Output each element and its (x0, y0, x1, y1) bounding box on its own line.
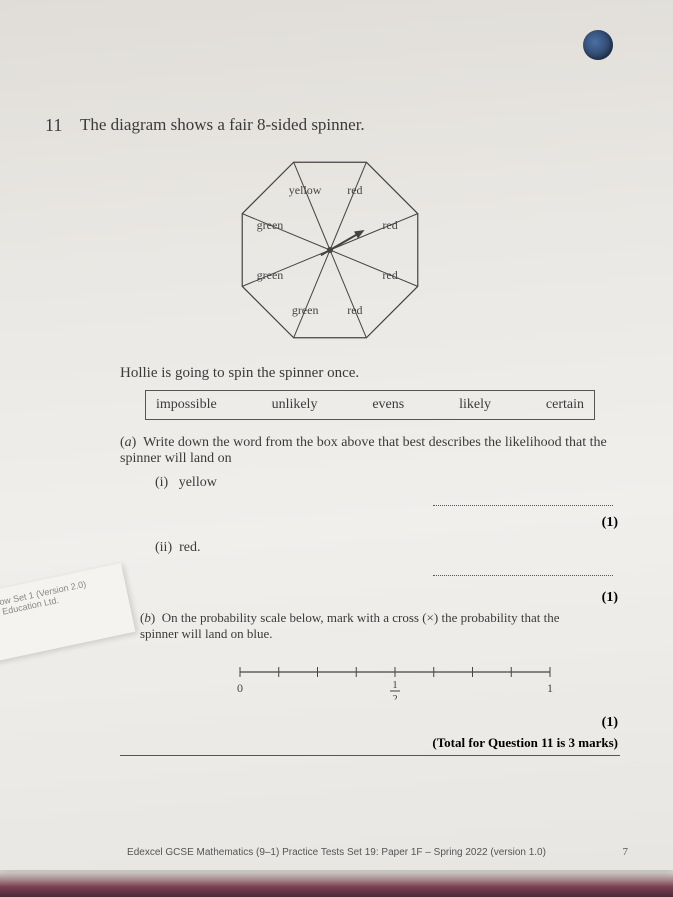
svg-text:1: 1 (392, 679, 398, 691)
word-likely: likely (459, 397, 491, 413)
punch-hole (583, 30, 613, 60)
svg-text:yellow: yellow (289, 183, 322, 197)
part-a-label: a (125, 435, 132, 450)
spinner-diagram: red red red red green green green yellow (230, 150, 430, 350)
word-certain: certain (546, 397, 584, 413)
question-number: 11 (45, 115, 62, 136)
word-evens: evens (372, 397, 404, 413)
word-impossible: impossible (156, 397, 217, 413)
marks-i: (1) (602, 515, 618, 531)
table-edge (0, 872, 673, 897)
question-intro: The diagram shows a fair 8-sided spinner… (80, 115, 365, 135)
total-line (120, 755, 620, 756)
answer-line-ii (433, 575, 613, 576)
svg-text:0: 0 (237, 681, 243, 695)
word-box: impossible unlikely evens likely certain (145, 390, 595, 420)
hollie-text: Hollie is going to spin the spinner once… (120, 365, 359, 382)
marks-b: (1) (602, 715, 618, 731)
sub-i-label: (i) (155, 475, 168, 490)
svg-text:green: green (292, 303, 319, 317)
svg-text:red: red (347, 303, 362, 317)
sub-ii-text: red. (179, 540, 200, 555)
sub-ii-label: (ii) (155, 540, 172, 555)
exam-paper: 11 The diagram shows a fair 8-sided spin… (0, 0, 673, 870)
svg-text:red: red (347, 183, 362, 197)
page-number: 7 (623, 846, 629, 858)
svg-text:green: green (257, 268, 284, 282)
footer-text: Edexcel GCSE Mathematics (9–1) Practice … (0, 847, 673, 858)
sub-i-text: yellow (179, 475, 217, 490)
svg-text:red: red (382, 218, 397, 232)
sub-part-i: (i) yellow (155, 475, 217, 491)
part-a-text: Write down the word from the box above t… (120, 435, 607, 466)
svg-text:2: 2 (392, 693, 398, 700)
svg-text:green: green (257, 218, 284, 232)
part-b: (b) On the probability scale below, mark… (140, 610, 600, 642)
part-b-text: On the probability scale below, mark wit… (140, 610, 560, 641)
svg-text:1: 1 (547, 681, 553, 695)
probability-scale: 0 1 2 1 (230, 660, 560, 700)
sub-part-ii: (ii) red. (155, 540, 201, 556)
answer-line-i (433, 505, 613, 506)
marks-ii: (1) (602, 590, 618, 606)
total-marks: (Total for Question 11 is 3 marks) (432, 735, 618, 751)
part-b-label: b (144, 610, 151, 625)
svg-text:red: red (382, 268, 397, 282)
word-unlikely: unlikely (272, 397, 318, 413)
part-a: (a) Write down the word from the box abo… (120, 435, 620, 467)
